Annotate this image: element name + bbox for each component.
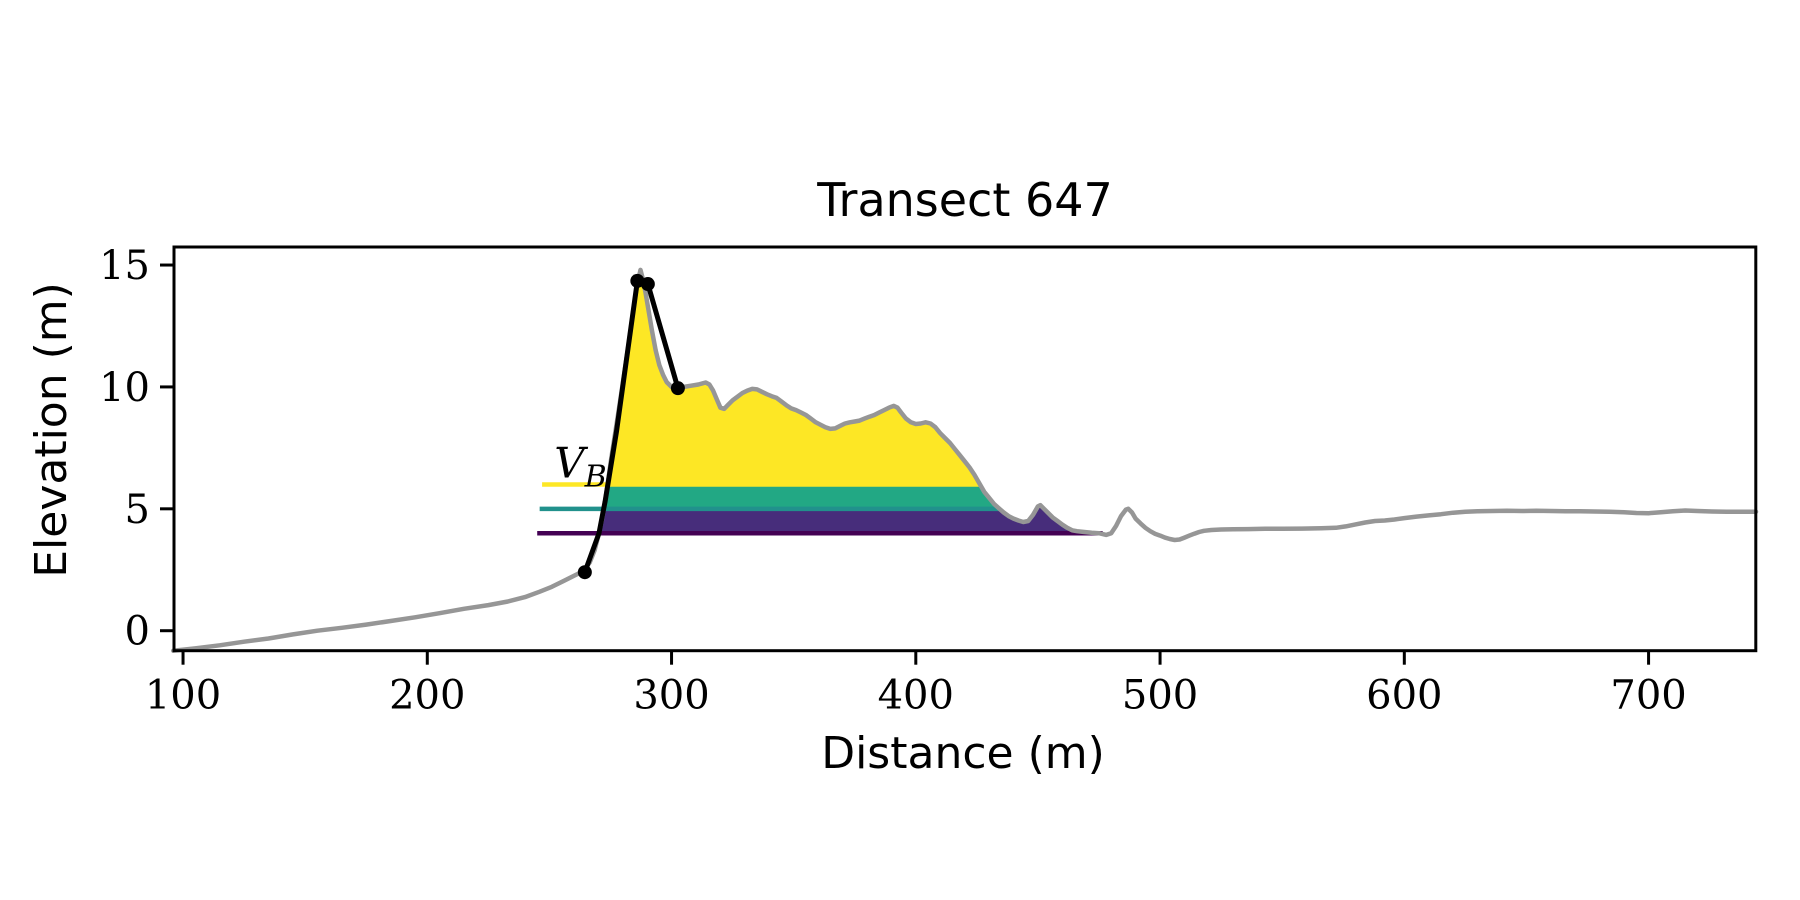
x-axis-label: Distance (m) bbox=[821, 728, 1105, 779]
crest-marker bbox=[640, 277, 655, 292]
y-tick-label: 10 bbox=[99, 365, 150, 411]
terrain-profile-line bbox=[171, 267, 1759, 653]
x-tick-label: 600 bbox=[1366, 673, 1442, 719]
tick-labels: 100 200 300 400 500 600 700 0 5 10 15 bbox=[99, 243, 1687, 719]
terrain-profile-path bbox=[171, 267, 1759, 653]
volume-band-teal bbox=[603, 484, 1000, 509]
dune-crest-overlay bbox=[577, 273, 685, 580]
crest-marker bbox=[670, 381, 685, 396]
water-level-lines bbox=[537, 482, 1103, 536]
y-axis-label: Elevation (m) bbox=[26, 282, 77, 578]
volume-band-yellow bbox=[607, 269, 980, 485]
x-tick-label: 200 bbox=[389, 673, 465, 719]
plot-border bbox=[172, 245, 1758, 653]
axes-frame bbox=[160, 245, 1758, 665]
chart-title: Transect 647 bbox=[816, 173, 1113, 227]
x-tick-label: 300 bbox=[633, 673, 709, 719]
x-tick-label: 500 bbox=[1122, 673, 1198, 719]
crest-marker bbox=[577, 565, 592, 580]
crest-marker bbox=[630, 273, 645, 288]
y-tick-label: 5 bbox=[125, 487, 150, 533]
annotation-v: V bbox=[554, 439, 588, 488]
x-tick-label: 100 bbox=[145, 673, 221, 719]
volume-fill-bands bbox=[599, 269, 1103, 534]
annotation-b-subscript: B bbox=[584, 460, 607, 495]
x-tick-label: 700 bbox=[1610, 673, 1686, 719]
x-tick-label: 400 bbox=[878, 673, 954, 719]
volume-annotation-vb: VB bbox=[554, 439, 606, 495]
y-tick-label: 0 bbox=[125, 609, 150, 655]
y-tick-label: 15 bbox=[99, 243, 150, 289]
